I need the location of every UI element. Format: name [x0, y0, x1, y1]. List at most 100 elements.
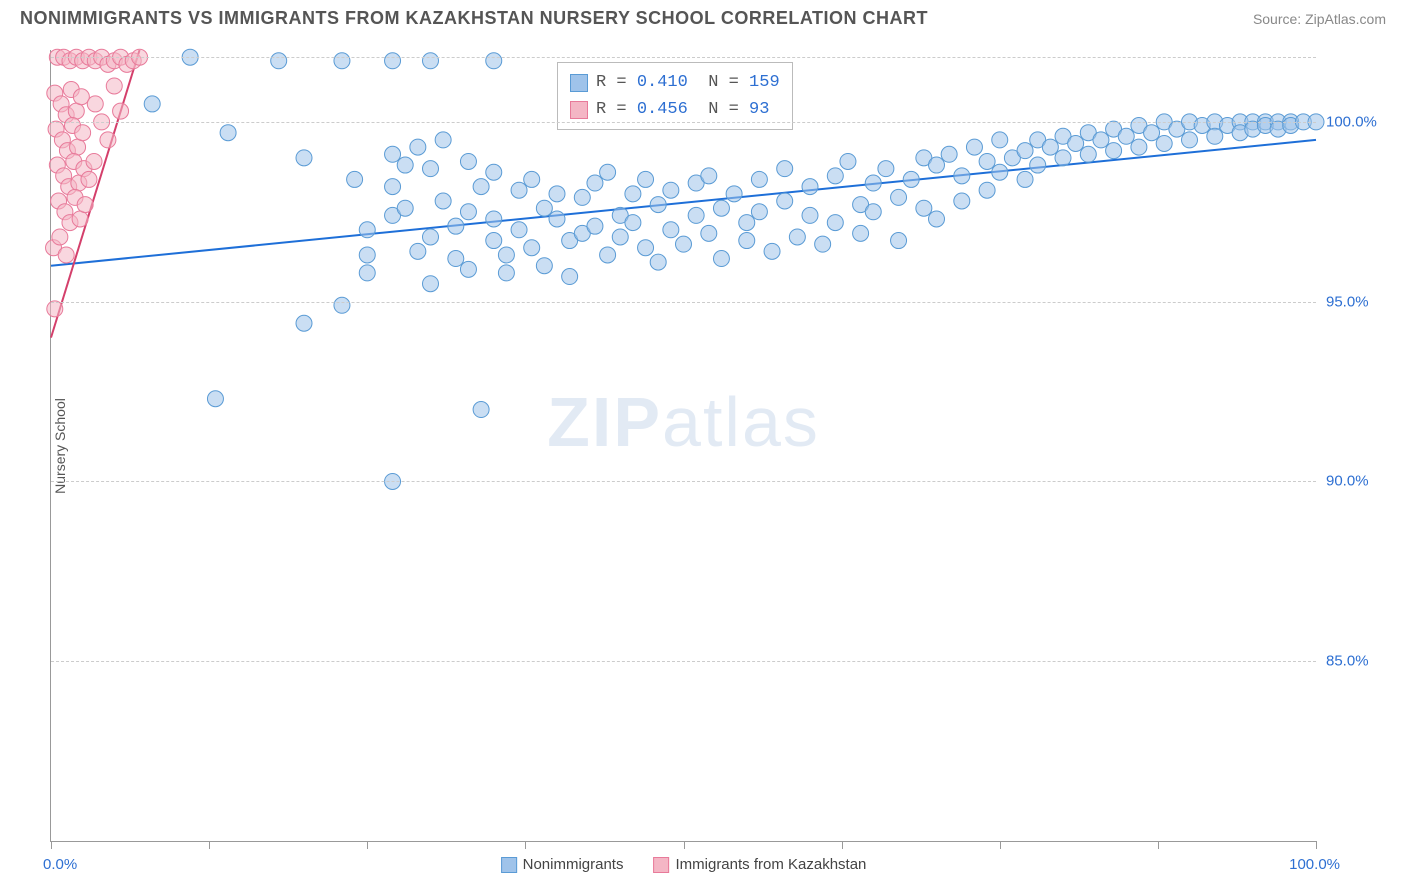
data-point	[423, 229, 439, 245]
data-point	[840, 153, 856, 169]
data-point	[385, 146, 401, 162]
data-point	[726, 186, 742, 202]
gridline	[51, 57, 1316, 58]
data-point	[460, 204, 476, 220]
data-point	[207, 391, 223, 407]
data-point	[802, 207, 818, 223]
data-point	[751, 204, 767, 220]
data-point	[701, 168, 717, 184]
data-point	[701, 225, 717, 241]
chart-plot-area: ZIPatlas R = 0.410 N = 159R = 0.456 N = …	[50, 50, 1316, 842]
x-tick	[367, 841, 368, 849]
data-point	[511, 182, 527, 198]
legend-row: R = 0.410 N = 159	[570, 69, 780, 96]
data-point	[638, 240, 654, 256]
data-point	[789, 229, 805, 245]
data-point	[68, 103, 84, 119]
data-point	[524, 240, 540, 256]
title-bar: NONIMMIGRANTS VS IMMIGRANTS FROM KAZAKHS…	[0, 0, 1406, 33]
data-point	[979, 153, 995, 169]
data-point	[81, 171, 97, 187]
data-point	[1182, 132, 1198, 148]
data-point	[52, 229, 68, 245]
data-point	[296, 315, 312, 331]
data-point	[713, 200, 729, 216]
data-point	[334, 53, 350, 69]
data-point	[498, 247, 514, 263]
x-axis-min-label: 0.0%	[43, 856, 77, 873]
data-point	[625, 215, 641, 231]
legend-swatch-icon	[570, 101, 588, 119]
data-point	[347, 171, 363, 187]
data-point	[878, 161, 894, 177]
data-point	[47, 301, 63, 317]
legend-item: Nonimmigrants	[501, 856, 624, 873]
data-point	[448, 218, 464, 234]
scatter-svg	[51, 50, 1316, 841]
data-point	[524, 171, 540, 187]
data-point	[891, 233, 907, 249]
y-tick-label: 85.0%	[1326, 653, 1386, 670]
data-point	[72, 211, 88, 227]
x-tick	[525, 841, 526, 849]
data-point	[473, 402, 489, 418]
data-point	[1131, 139, 1147, 155]
y-tick-label: 100.0%	[1326, 113, 1386, 130]
data-point	[1017, 143, 1033, 159]
data-point	[764, 243, 780, 259]
data-point	[113, 103, 129, 119]
data-point	[423, 53, 439, 69]
legend-label: Immigrants from Kazakhstan	[675, 856, 866, 873]
legend-item: Immigrants from Kazakhstan	[653, 856, 866, 873]
data-point	[536, 200, 552, 216]
data-point	[359, 265, 375, 281]
x-tick	[51, 841, 52, 849]
data-point	[220, 125, 236, 141]
correlation-legend: R = 0.410 N = 159R = 0.456 N = 93	[557, 62, 793, 130]
data-point	[486, 164, 502, 180]
gridline	[51, 122, 1316, 123]
data-point	[397, 200, 413, 216]
data-point	[676, 236, 692, 252]
data-point	[650, 254, 666, 270]
y-tick-label: 95.0%	[1326, 293, 1386, 310]
data-point	[979, 182, 995, 198]
legend-swatch-icon	[570, 74, 588, 92]
data-point	[562, 269, 578, 285]
data-point	[1118, 128, 1134, 144]
data-point	[144, 96, 160, 112]
data-point	[600, 247, 616, 263]
data-point	[70, 139, 86, 155]
data-point	[58, 247, 74, 263]
data-point	[1055, 150, 1071, 166]
data-point	[916, 200, 932, 216]
data-point	[638, 171, 654, 187]
y-tick-label: 90.0%	[1326, 473, 1386, 490]
data-point	[486, 233, 502, 249]
data-point	[1093, 132, 1109, 148]
data-point	[954, 193, 970, 209]
data-point	[587, 175, 603, 191]
data-point	[853, 225, 869, 241]
gridline	[51, 302, 1316, 303]
data-point	[1042, 139, 1058, 155]
data-point	[777, 161, 793, 177]
x-tick	[842, 841, 843, 849]
data-point	[1207, 128, 1223, 144]
data-point	[549, 211, 565, 227]
data-point	[460, 153, 476, 169]
source-label: Source: ZipAtlas.com	[1253, 11, 1386, 27]
data-point	[802, 179, 818, 195]
data-point	[511, 222, 527, 238]
data-point	[106, 78, 122, 94]
data-point	[929, 211, 945, 227]
data-point	[536, 258, 552, 274]
data-point	[587, 218, 603, 234]
data-point	[385, 179, 401, 195]
data-point	[1068, 135, 1084, 151]
data-point	[1017, 171, 1033, 187]
data-point	[410, 139, 426, 155]
data-point	[903, 171, 919, 187]
legend-text: R = 0.456 N = 93	[596, 96, 769, 123]
x-tick	[1000, 841, 1001, 849]
